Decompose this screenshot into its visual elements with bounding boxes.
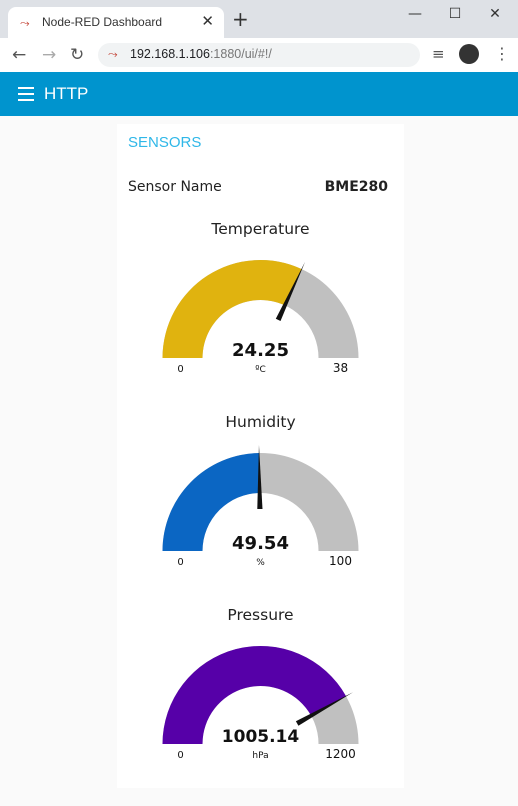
- humidity-unit: %: [256, 558, 265, 568]
- pressure-gauge-needle: [295, 692, 354, 726]
- temperature-unit: ºC: [255, 365, 266, 375]
- forward-icon[interactable]: →: [42, 45, 57, 65]
- temperature-min-label: 0: [177, 364, 183, 375]
- pressure-max-label: 1200: [325, 747, 356, 761]
- url-text: 192.168.1.106:1880/ui/#!/: [130, 47, 272, 61]
- temperature-value: 24.25: [232, 340, 289, 361]
- browser-tab[interactable]: ⤳ Node-RED Dashboard ✕: [8, 7, 224, 38]
- url-bar[interactable]: ⤳ 192.168.1.106:1880/ui/#!/: [98, 43, 420, 67]
- address-toolbar: ← → ↻ ⤳ 192.168.1.106:1880/ui/#!/ ≡ ⋮: [0, 38, 518, 73]
- close-tab-icon[interactable]: ✕: [201, 12, 214, 30]
- pressure-gauge-fill: [162, 646, 347, 744]
- dashboard-header: HTTP: [0, 72, 518, 116]
- sensors-group-card: SENSORS Sensor Name BME280 Temperature 2…: [117, 124, 404, 788]
- reload-icon[interactable]: ↻: [70, 45, 85, 65]
- temperature-gauge-needle: [275, 261, 306, 321]
- pressure-value: 1005.14: [222, 727, 300, 747]
- temperature-max-label: 38: [333, 361, 348, 375]
- node-red-icon: ⤳: [20, 16, 30, 30]
- browser-tab-bar: ⤳ Node-RED Dashboard ✕ + — ☐ ✕: [0, 0, 518, 38]
- humidity-max-label: 100: [329, 554, 352, 568]
- humidity-value: 49.54: [232, 533, 289, 554]
- sensor-name-label: Sensor Name: [128, 179, 222, 195]
- more-options-icon[interactable]: ⋮: [494, 44, 510, 63]
- site-icon: ⤳: [108, 47, 118, 61]
- humidity-gauge-fill: [162, 453, 260, 551]
- humidity-gauge-needle: [257, 445, 263, 510]
- pressure-gauge: 1005.14 hPa 0 1200: [162, 646, 359, 761]
- pressure-min-label: 0: [177, 750, 183, 761]
- humidity-gauge: 49.54% 0 100: [162, 445, 359, 568]
- humidity-title: Humidity: [225, 413, 296, 431]
- media-queue-icon[interactable]: ≡: [432, 45, 445, 63]
- minimize-icon[interactable]: —: [408, 6, 422, 22]
- sensor-name-value: BME280: [324, 179, 388, 195]
- pressure-title: Pressure: [227, 606, 294, 624]
- page-title: HTTP: [44, 84, 89, 103]
- pressure-unit: hPa: [252, 751, 268, 761]
- profile-avatar[interactable]: [459, 44, 479, 64]
- maximize-icon[interactable]: ☐: [448, 6, 462, 22]
- humidity-min-label: 0: [177, 557, 183, 568]
- close-window-icon[interactable]: ✕: [489, 6, 501, 22]
- group-title: SENSORS: [128, 134, 202, 151]
- tab-title: Node-RED Dashboard: [42, 15, 163, 29]
- new-tab-button[interactable]: +: [232, 7, 249, 31]
- temperature-gauge: 24.25 ºC 0 38: [162, 260, 359, 375]
- menu-icon[interactable]: [18, 87, 34, 101]
- temperature-gauge-fill: [162, 260, 302, 358]
- back-icon[interactable]: ←: [12, 45, 27, 65]
- temperature-title: Temperature: [211, 220, 310, 238]
